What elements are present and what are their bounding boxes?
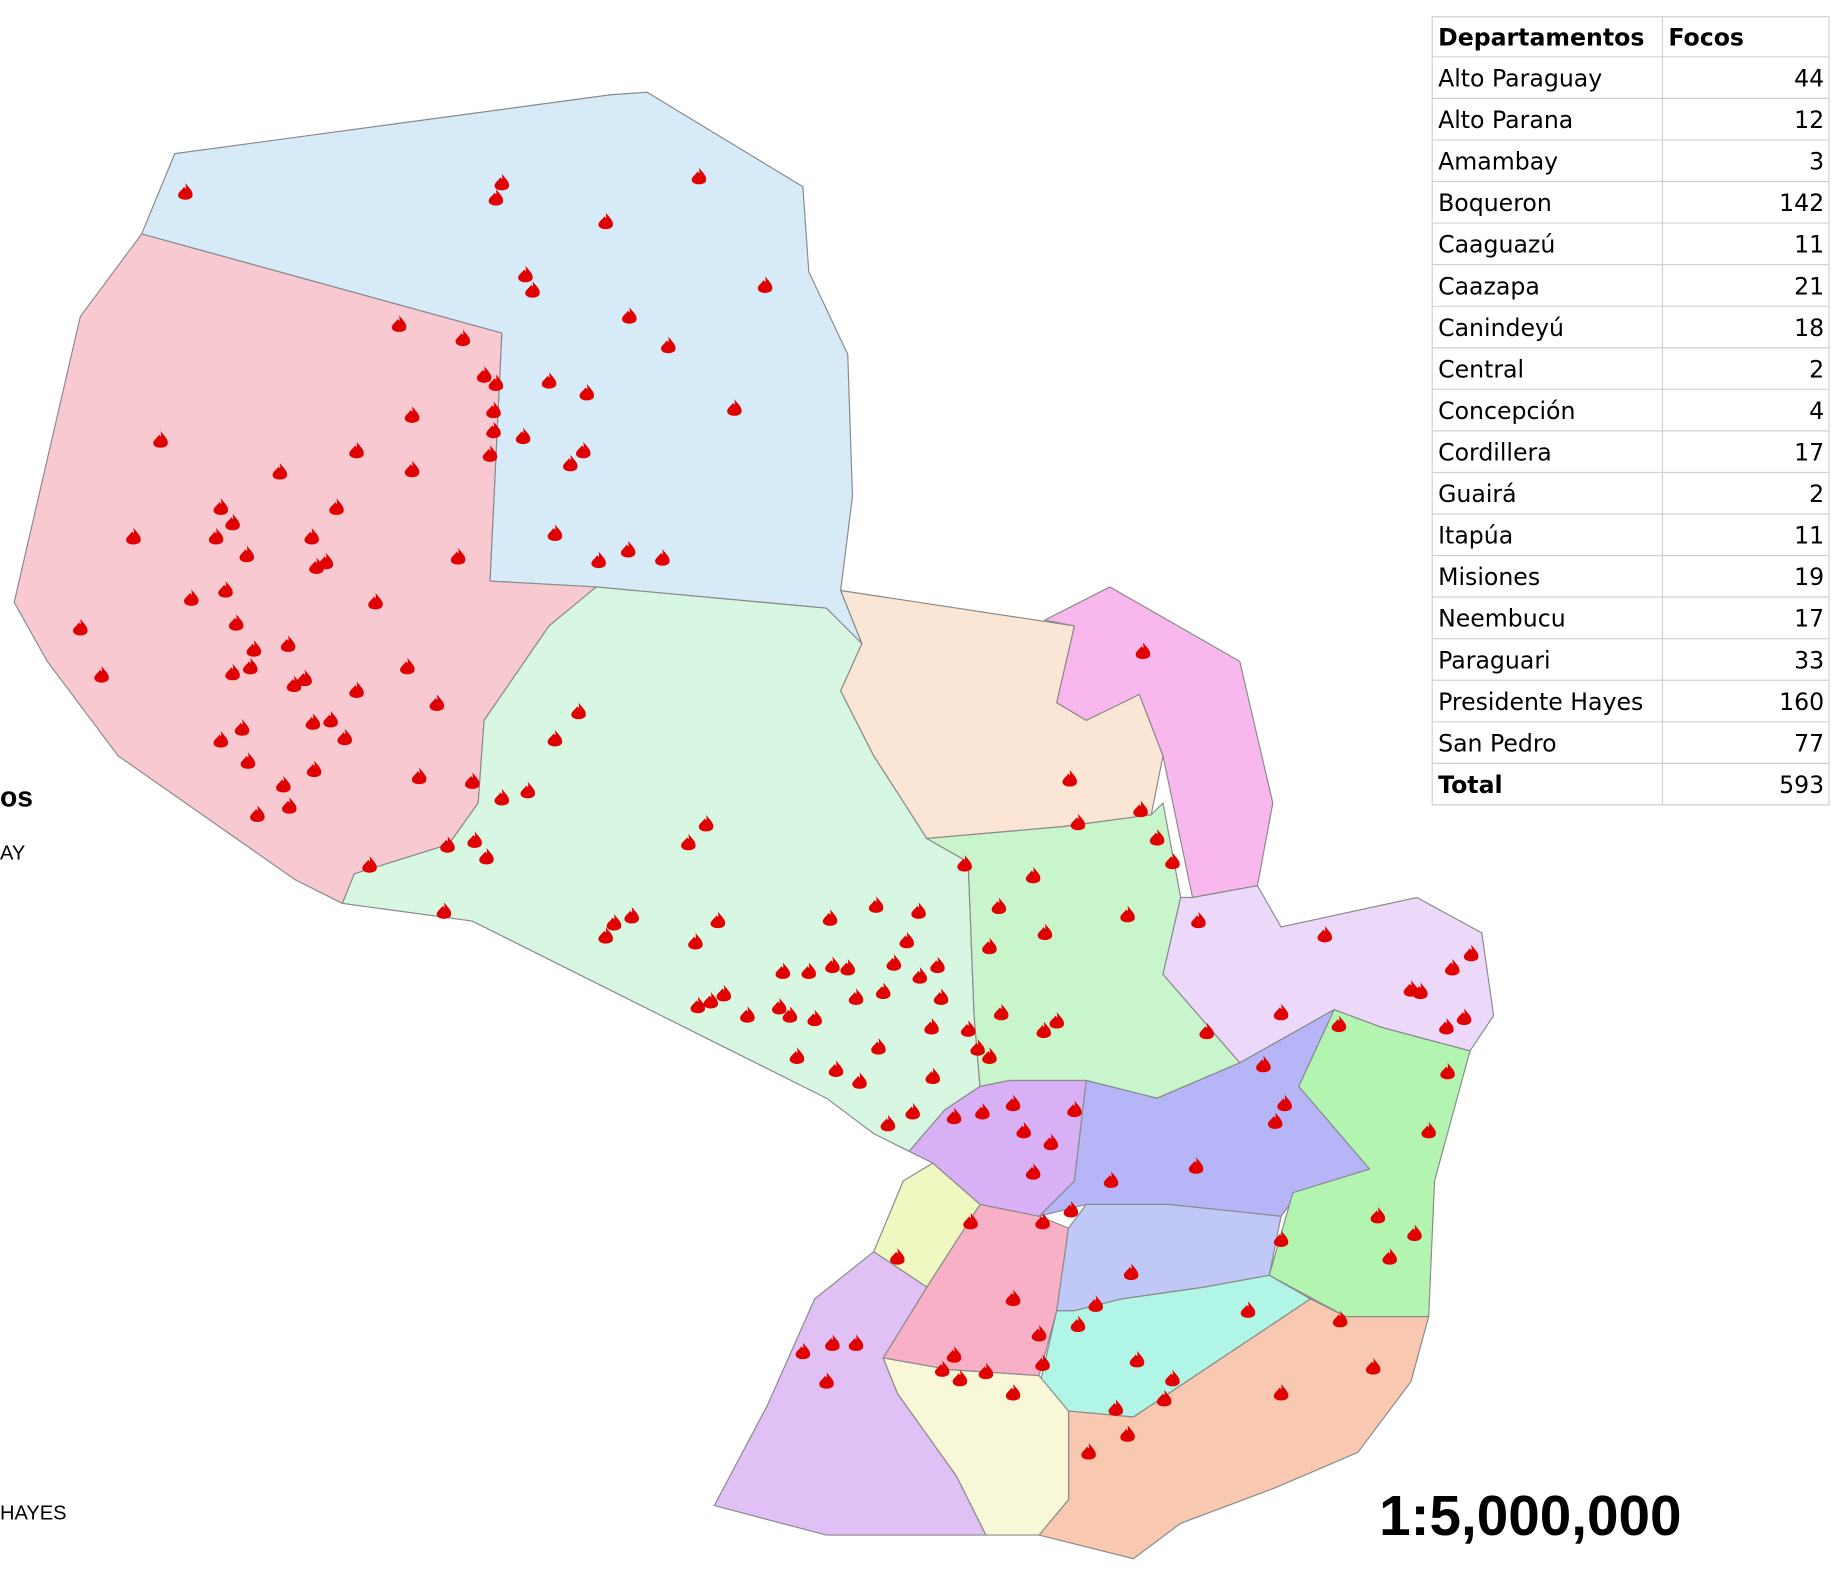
fire-count: 33 <box>1794 646 1824 674</box>
department-name: Caaguazú <box>1438 231 1555 259</box>
fire-count: 77 <box>1794 729 1824 757</box>
department-name: Misiones <box>1438 563 1540 591</box>
fire-count: 17 <box>1794 605 1824 633</box>
department-name: Caazapa <box>1438 272 1540 300</box>
department-region <box>1037 1298 1430 1560</box>
department-name: Paraguari <box>1438 646 1551 674</box>
department-region <box>713 1250 987 1536</box>
department-name: Canindeyú <box>1438 314 1564 342</box>
fire-count: 11 <box>1794 231 1824 259</box>
fire-count: 17 <box>1794 439 1824 467</box>
department-name: Amambay <box>1438 148 1558 176</box>
fire-count: 142 <box>1779 189 1824 217</box>
departments <box>13 91 1495 1560</box>
department-name: Concepción <box>1438 397 1575 425</box>
legend-title: os <box>0 782 33 814</box>
department-name: Alto Paraguay <box>1438 64 1602 92</box>
fire-count: 21 <box>1794 272 1824 300</box>
department-name: Alto Parana <box>1438 106 1573 134</box>
department-name: Central <box>1438 355 1524 383</box>
fire-count: 19 <box>1794 563 1824 591</box>
total-label: Total <box>1438 771 1503 799</box>
table-header: Departamentos <box>1438 24 1644 52</box>
department-name: Presidente Hayes <box>1438 688 1643 716</box>
fire-count: 11 <box>1794 522 1824 550</box>
total-count: 593 <box>1779 771 1824 799</box>
fire-count: 18 <box>1794 314 1824 342</box>
table-background <box>1431 16 1830 806</box>
fire-count: 2 <box>1809 355 1824 383</box>
department-name: Boqueron <box>1438 189 1552 217</box>
department-name: Itapúa <box>1438 522 1513 550</box>
fire-count: 2 <box>1809 480 1824 508</box>
legend-item: HAYES <box>0 1503 67 1525</box>
data-table: Departamentos Focos Alto Paraguay 44 Alto Pa… <box>1431 16 1830 806</box>
legend-item: AY <box>0 843 25 865</box>
department-name: Guairá <box>1438 480 1516 508</box>
department-name: San Pedro <box>1438 729 1556 757</box>
department-name: Neembucu <box>1438 605 1566 633</box>
table-header: Focos <box>1668 24 1744 52</box>
department-name: Cordillera <box>1438 439 1552 467</box>
fire-count: 160 <box>1779 688 1824 716</box>
fire-count: 4 <box>1809 397 1824 425</box>
fire-count: 44 <box>1794 64 1824 92</box>
fire-count: 12 <box>1794 106 1824 134</box>
scale-text: 1:5,000,000 <box>1379 1485 1681 1548</box>
fire-count: 3 <box>1809 148 1824 176</box>
